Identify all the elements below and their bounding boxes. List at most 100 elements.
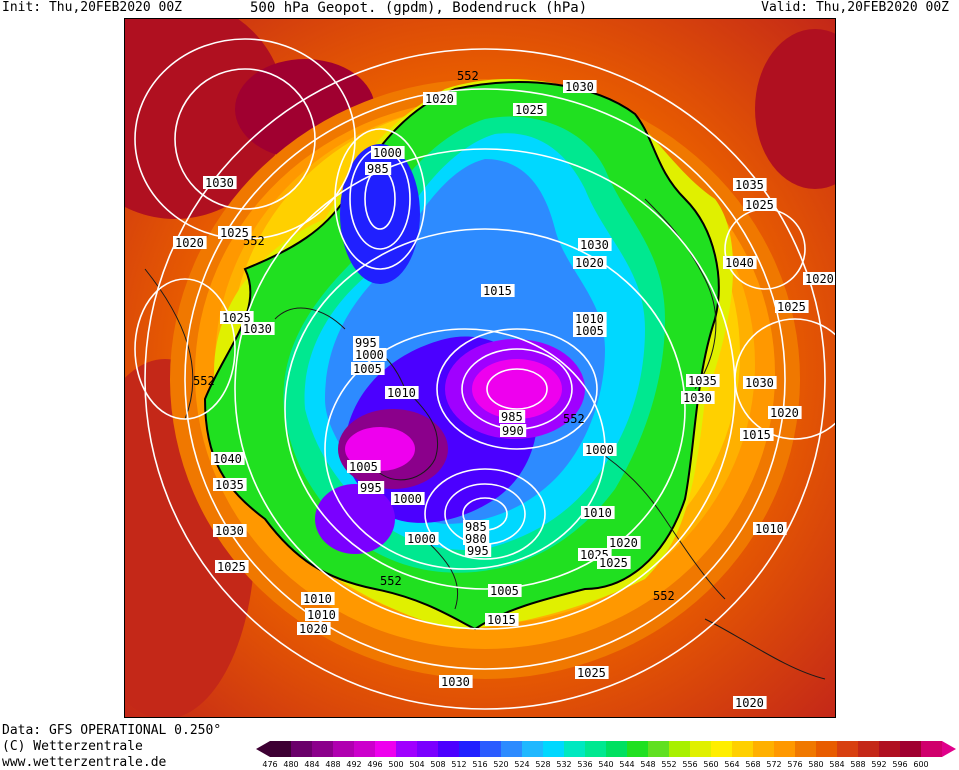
legend-swatch: [354, 741, 375, 757]
isobar-label: 1030: [215, 524, 244, 538]
isobar-label-bg: [573, 312, 607, 325]
contour-label: 552: [193, 374, 215, 388]
isobar-label-bg: [573, 256, 607, 269]
isobar-label: 1010: [303, 592, 332, 606]
isobar-label-bg: [597, 556, 631, 569]
isobar-label-bg: [405, 532, 439, 545]
trough-north: [340, 144, 420, 284]
legend-swatch: [270, 741, 291, 757]
legend-label: 500: [388, 760, 404, 769]
isobar-label: 1020: [299, 622, 328, 636]
isobar-label-bg: [743, 198, 777, 211]
legend-swatch: [816, 741, 837, 757]
isobar-label-bg: [241, 322, 275, 335]
isobar-label: 985: [501, 410, 523, 424]
legend-label: 572: [766, 760, 782, 769]
copyright: (C) Wetterzentrale: [2, 739, 143, 754]
legend-label: 600: [913, 760, 929, 769]
coastlines: [144, 198, 826, 680]
isobar-label: 1030: [243, 322, 272, 336]
isobar-label-bg: [173, 236, 207, 249]
map-frame: 552 552 552 552 552 552 1030 1020 1025 1000…: [124, 18, 836, 718]
isobar-label: 1000: [355, 348, 384, 362]
legend-swatch: [396, 741, 417, 757]
legend-swatch: [564, 741, 585, 757]
isobar-label-bg: [423, 92, 457, 105]
isobar-label: 1000: [585, 443, 614, 457]
isobar-label-bg: [213, 478, 247, 491]
contour-label: 552: [380, 574, 402, 588]
isobar-label-bg: [681, 391, 715, 404]
isobar-label-bg: [753, 522, 787, 535]
legend-label: 560: [703, 760, 719, 769]
isobar-label: 1020: [425, 92, 454, 106]
isobar-label: 1010: [307, 608, 336, 622]
legend-label: 528: [535, 760, 551, 769]
isobar-label: 1040: [213, 452, 242, 466]
geopotential-map: 552 552 552 552 552 552 1030 1020 1025 1000…: [125, 19, 835, 717]
legend-label: 484: [304, 760, 320, 769]
isobar-label: 995: [355, 336, 377, 350]
legend-label: 552: [661, 760, 677, 769]
isobar-label: 1035: [688, 374, 717, 388]
legend-swatch: [879, 741, 900, 757]
isobar-label: 1025: [745, 198, 774, 212]
isobar-label-bg: [575, 666, 609, 679]
legend-label: 480: [283, 760, 299, 769]
isobar-labels: 1030102010251000985103010251020102510301…: [173, 80, 835, 710]
isobar-label: 1010: [583, 506, 612, 520]
legend-label: 504: [409, 760, 425, 769]
ridge-northeast: [755, 29, 835, 189]
isobar-label: 1020: [175, 236, 204, 250]
legend-label: 488: [325, 760, 341, 769]
isobar-label: 1015: [483, 284, 512, 298]
contour-label: 552: [457, 69, 479, 83]
isobar-label: 1010: [387, 386, 416, 400]
legend-swatch: [438, 741, 459, 757]
isobar-label-bg: [481, 284, 515, 297]
isobar-label: 985: [367, 162, 389, 176]
isobar-label-bg: [213, 524, 247, 537]
isobar-label-bg: [607, 536, 641, 549]
legend-swatch: [753, 741, 774, 757]
legend-label: 596: [892, 760, 908, 769]
legend-swatch: [900, 741, 921, 757]
isobar-label-bg: [733, 696, 767, 709]
isobar-label: 1005: [349, 460, 378, 474]
legend-right-arrow: [942, 741, 956, 757]
legend-swatch: [690, 741, 711, 757]
isobar-label: 1000: [407, 532, 436, 546]
legend-swatch: [837, 741, 858, 757]
legend-label: 544: [619, 760, 635, 769]
isobar-label: 1030: [745, 376, 774, 390]
isobar-label-bg: [391, 492, 425, 505]
legend-label: 520: [493, 760, 509, 769]
isobar-label-bg: [768, 406, 802, 419]
legend-label: 496: [367, 760, 383, 769]
isobar-label: 1020: [805, 272, 834, 286]
valid-time: Valid: Thu,20FEB2020 00Z: [761, 0, 949, 15]
isobar-label: 1000: [373, 146, 402, 160]
isobar-label: 1030: [565, 80, 594, 94]
isobar-label: 1030: [441, 675, 470, 689]
legend-swatch: [585, 741, 606, 757]
isobar-label-bg: [723, 256, 757, 269]
isobar-label-bg: [305, 608, 339, 621]
isobar-label: 1020: [609, 536, 638, 550]
isobar-label-bg: [733, 178, 767, 191]
isobar-label-bg: [347, 460, 381, 473]
isobar-label: 1005: [490, 584, 519, 598]
color-legend: [256, 741, 956, 757]
legend-label: 512: [451, 760, 467, 769]
isobar-label-bg: [358, 481, 385, 494]
legend-swatch: [333, 741, 354, 757]
isobar-label-bg: [686, 374, 720, 387]
isobar-label: 1030: [683, 391, 712, 405]
isobar-label: 995: [360, 481, 382, 495]
isobar-label-bg: [743, 376, 777, 389]
isobar-label-bg: [488, 584, 522, 597]
isobar-label-bg: [220, 311, 254, 324]
legend-label: 584: [829, 760, 845, 769]
legend-swatch: [627, 741, 648, 757]
legend-left-arrow: [256, 741, 270, 757]
